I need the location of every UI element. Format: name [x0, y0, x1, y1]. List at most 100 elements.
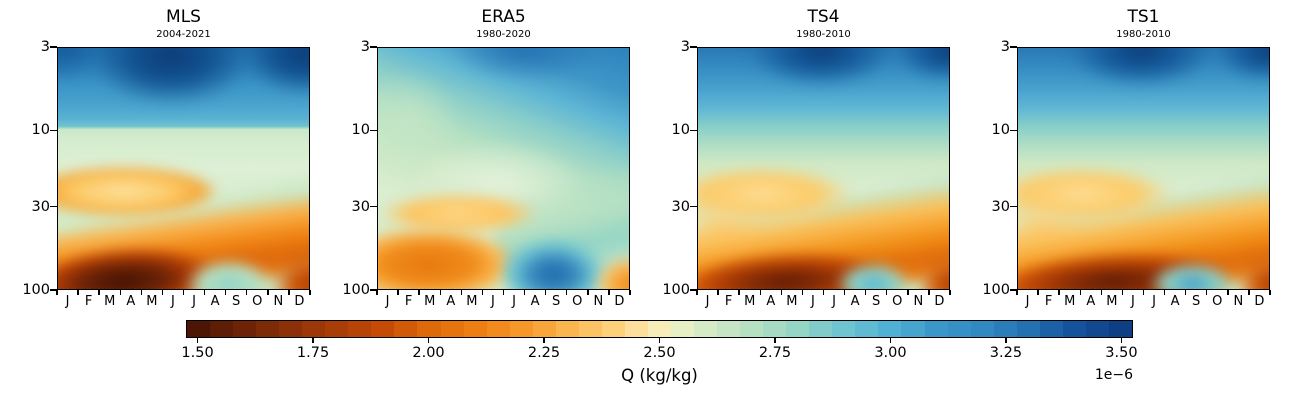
- colorbar-segment: [210, 321, 234, 337]
- x-tick-label: J: [512, 294, 516, 309]
- x-tick-label: O: [892, 294, 903, 309]
- colorbar-segment: [647, 321, 671, 337]
- y-tick-mark: [370, 129, 377, 132]
- x-tick-label: J: [811, 294, 815, 309]
- x-tick-label: J: [1152, 294, 1156, 309]
- y-tick-label: 10: [671, 122, 690, 139]
- x-tick-mark: [1206, 290, 1208, 295]
- x-tick-mark: [397, 290, 399, 295]
- colorbar-tick-label: 1.75: [296, 345, 330, 361]
- x-tick-mark: [843, 290, 846, 295]
- panel-title-ts4: TS4: [807, 7, 840, 27]
- x-tick-mark: [1037, 290, 1039, 295]
- panel-subtitle-era5: 1980-2020: [476, 29, 531, 40]
- x-tick-label: M: [466, 294, 478, 309]
- x-tick-mark: [886, 290, 888, 295]
- panel-title-era5: ERA5: [481, 7, 526, 27]
- x-tick-label: A: [850, 294, 860, 309]
- colorbar-segment: [532, 321, 556, 337]
- y-tick-label: 3: [1000, 39, 1010, 55]
- x-tick-mark: [267, 290, 269, 295]
- y-tick-mark: [690, 205, 697, 208]
- x-tick-mark: [629, 290, 631, 295]
- colorbar-tick-label: 2.75: [758, 345, 792, 361]
- colorbar-segment: [717, 321, 741, 337]
- y-tick-mark: [1010, 289, 1017, 291]
- colorbar-segment: [947, 321, 971, 337]
- colorbar-tick-label: 3.50: [1105, 345, 1138, 361]
- era5-blue-bottom-patch: [498, 235, 609, 289]
- contour-plot-ts4: [697, 47, 950, 290]
- x-tick-mark: [523, 290, 526, 295]
- y-tick-label: 100: [22, 282, 50, 298]
- colorbar-segment: [763, 321, 787, 337]
- x-tick-mark: [544, 290, 547, 295]
- x-tick-mark: [1079, 290, 1081, 295]
- colorbar-segment: [1062, 321, 1086, 337]
- colorbar-tick-label: 2.50: [643, 345, 676, 361]
- colorbar-tick-mark: [774, 338, 776, 343]
- x-tick-mark: [56, 290, 58, 295]
- colorbar: [186, 320, 1133, 338]
- ts1-blue-bottom-patch: [1148, 262, 1237, 289]
- colorbar-segment: [371, 321, 395, 337]
- colorbar-tick-label: 2.25: [527, 345, 561, 361]
- colorbar-segment: [855, 321, 879, 337]
- x-tick-label: F: [84, 294, 93, 309]
- x-tick-mark: [864, 290, 867, 295]
- colorbar-tick-mark: [889, 338, 892, 343]
- colorbar-segment: [509, 321, 533, 337]
- x-tick-label: D: [614, 294, 625, 309]
- x-tick-label: O: [252, 294, 263, 309]
- x-tick-label: S: [872, 294, 881, 309]
- ts4-navy-top-blob: [748, 48, 894, 87]
- y-tick-label: 10: [31, 122, 50, 139]
- x-tick-label: D: [1254, 294, 1265, 309]
- y-tick-label: 3: [680, 39, 690, 55]
- panel-subtitle-mls: 2004-2021: [156, 29, 211, 40]
- x-tick-mark: [738, 290, 740, 295]
- y-tick-mark: [370, 46, 377, 48]
- x-tick-mark: [566, 290, 568, 295]
- colorbar-segment: [187, 321, 211, 337]
- x-tick-label: A: [210, 294, 220, 309]
- x-tick-label: J: [192, 294, 196, 309]
- colorbar-segment: [348, 321, 372, 337]
- era5-navy-top-blob: [448, 48, 604, 82]
- y-tick-mark: [50, 289, 57, 291]
- ts4-blue-bottom-patch: [836, 262, 912, 289]
- x-tick-label: J: [705, 294, 710, 309]
- y-tick-mark: [690, 129, 697, 132]
- x-tick-mark: [1121, 290, 1124, 295]
- x-tick-label: M: [424, 294, 436, 309]
- x-tick-mark: [801, 290, 804, 295]
- x-tick-mark: [780, 290, 783, 295]
- colorbar-tick-mark: [427, 338, 430, 343]
- colorbar-segment: [786, 321, 810, 337]
- y-tick-label: 10: [351, 122, 370, 139]
- colorbar-tick-label: 3.25: [989, 345, 1023, 361]
- x-tick-label: D: [934, 294, 945, 309]
- colorbar-segment: [302, 321, 326, 337]
- y-tick-label: 10: [991, 122, 1010, 139]
- colorbar-segment: [740, 321, 764, 337]
- y-tick-label: 3: [40, 39, 50, 55]
- x-tick-label: A: [1086, 294, 1096, 309]
- x-tick-label: A: [530, 294, 540, 309]
- colorbar-segment: [486, 321, 510, 337]
- colorbar-segment: [970, 321, 994, 337]
- x-tick-mark: [439, 290, 441, 295]
- y-tick-label: 100: [982, 282, 1010, 298]
- x-tick-label: N: [1233, 294, 1244, 309]
- x-tick-mark: [376, 290, 378, 295]
- y-tick-label: 30: [31, 198, 50, 215]
- colorbar-segment: [233, 321, 257, 337]
- x-tick-mark: [502, 290, 505, 295]
- panel-title-ts1: TS1: [1127, 7, 1160, 27]
- x-tick-label: F: [724, 294, 733, 309]
- x-tick-label: M: [786, 294, 798, 309]
